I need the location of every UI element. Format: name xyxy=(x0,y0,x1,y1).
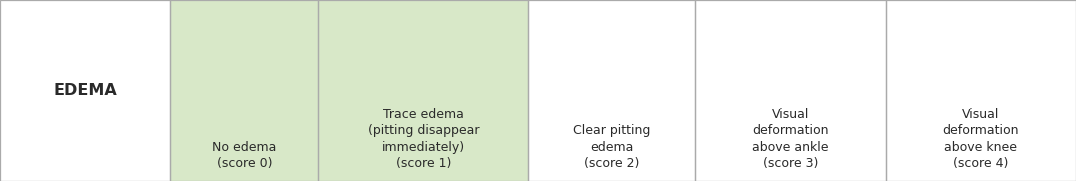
Bar xyxy=(695,0,886,181)
Bar xyxy=(695,0,886,181)
Bar xyxy=(170,0,318,181)
Bar xyxy=(170,0,318,181)
Text: EDEMA: EDEMA xyxy=(53,83,117,98)
Bar xyxy=(318,0,528,181)
Bar xyxy=(886,0,1076,181)
Bar xyxy=(528,0,695,181)
Bar xyxy=(886,0,1076,181)
Text: Visual
deformation
above knee
(score 4): Visual deformation above knee (score 4) xyxy=(943,108,1019,170)
Text: Trace edema
(pitting disappear
immediately)
(score 1): Trace edema (pitting disappear immediate… xyxy=(368,108,479,170)
Bar xyxy=(0,0,170,181)
Bar xyxy=(318,0,528,181)
Text: No edema
(score 0): No edema (score 0) xyxy=(212,141,277,170)
Bar xyxy=(0,0,170,181)
Text: Clear pitting
edema
(score 2): Clear pitting edema (score 2) xyxy=(574,124,650,170)
Bar xyxy=(528,0,695,181)
Text: Visual
deformation
above ankle
(score 3): Visual deformation above ankle (score 3) xyxy=(752,108,829,170)
